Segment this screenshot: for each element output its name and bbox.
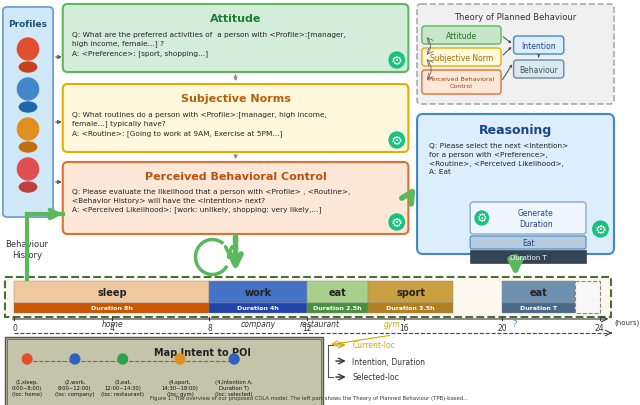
FancyBboxPatch shape	[63, 85, 408, 153]
Text: sport: sport	[396, 287, 425, 297]
Text: work: work	[244, 287, 272, 297]
Bar	[209, 281, 307, 303]
Text: Generate
Duration: Generate Duration	[518, 209, 554, 228]
Text: Duration 3.5h: Duration 3.5h	[387, 306, 435, 311]
Bar	[575, 281, 600, 313]
Text: sleep: sleep	[97, 287, 127, 297]
Text: Duration T: Duration T	[520, 306, 557, 311]
Text: (hours): (hours)	[614, 319, 639, 326]
Ellipse shape	[19, 143, 36, 153]
Text: (4,sport,
14:30~18:00)
(loc: gym): (4,sport, 14:30~18:00) (loc: gym)	[162, 379, 198, 396]
Bar	[15, 303, 209, 313]
Bar	[502, 281, 575, 303]
Circle shape	[389, 215, 404, 230]
Bar	[368, 303, 453, 313]
Circle shape	[17, 119, 38, 141]
Circle shape	[17, 79, 38, 101]
Text: home: home	[101, 319, 123, 328]
Text: Attitude: Attitude	[210, 14, 261, 24]
Text: Figure 1: The overview of our proposed COLA model. The left part shows the Theor: Figure 1: The overview of our proposed C…	[150, 395, 468, 400]
Text: Behaviour
History: Behaviour History	[6, 240, 49, 259]
Text: Attitude: Attitude	[446, 32, 477, 40]
Text: Perceived Behavioral Control: Perceived Behavioral Control	[145, 172, 326, 181]
Text: Reasoning: Reasoning	[479, 123, 552, 136]
FancyBboxPatch shape	[417, 5, 614, 105]
Text: ?: ?	[512, 319, 516, 328]
Circle shape	[593, 222, 608, 237]
Text: (4,Intention A,
Duration T)
(loc: selected): (4,Intention A, Duration T) (loc: select…	[215, 379, 253, 396]
Text: 4: 4	[109, 323, 115, 332]
Text: Subjective Norm: Subjective Norm	[430, 53, 493, 62]
Ellipse shape	[19, 183, 36, 192]
Bar	[307, 281, 368, 303]
Bar	[5, 337, 323, 405]
Circle shape	[17, 159, 38, 181]
Ellipse shape	[19, 103, 36, 113]
FancyBboxPatch shape	[470, 237, 586, 249]
Text: restaurant: restaurant	[300, 319, 339, 328]
FancyBboxPatch shape	[513, 37, 564, 55]
Text: eat: eat	[328, 287, 346, 297]
Text: Current-loc: Current-loc	[353, 341, 395, 350]
Text: Map Intent to POI: Map Intent to POI	[154, 347, 251, 357]
Text: Intention: Intention	[522, 41, 556, 50]
Circle shape	[22, 354, 32, 364]
Text: company: company	[241, 319, 276, 328]
Bar	[15, 281, 209, 303]
Circle shape	[70, 354, 80, 364]
Text: Eat: Eat	[522, 239, 534, 247]
Text: 20: 20	[497, 323, 507, 332]
Circle shape	[229, 354, 239, 364]
FancyBboxPatch shape	[3, 8, 53, 217]
Text: eat: eat	[530, 287, 547, 297]
Bar	[7, 339, 321, 405]
FancyBboxPatch shape	[470, 202, 586, 234]
Text: Perceived Behavioral
Control: Perceived Behavioral Control	[428, 77, 495, 88]
Bar	[307, 303, 368, 313]
Text: Theory of Planned Behaviour: Theory of Planned Behaviour	[454, 13, 577, 21]
Text: ⚙: ⚙	[477, 212, 487, 225]
Text: Q: Please select the next <Intention>
for a person with <Preference>,
<Routine>,: Q: Please select the next <Intention> fo…	[429, 143, 568, 175]
FancyBboxPatch shape	[63, 162, 408, 234]
Bar	[209, 303, 307, 313]
Text: 16: 16	[400, 323, 410, 332]
Text: ⚙: ⚙	[595, 223, 607, 236]
Text: Q: Please evaluate the likelihood that a person with <Profile> , <Routine>,
<Beh: Q: Please evaluate the likelihood that a…	[72, 189, 351, 213]
Text: Duration T: Duration T	[509, 254, 547, 260]
Bar	[368, 281, 453, 303]
FancyBboxPatch shape	[422, 49, 501, 67]
Text: ⚙: ⚙	[391, 134, 403, 147]
Text: Duration 2.5h: Duration 2.5h	[313, 306, 362, 311]
Circle shape	[17, 39, 38, 61]
Text: (3,eat,
12:00~14:30)
(loc: restaurant): (3,eat, 12:00~14:30) (loc: restaurant)	[101, 379, 144, 396]
Text: 24: 24	[595, 323, 604, 332]
FancyBboxPatch shape	[513, 61, 564, 79]
Circle shape	[389, 133, 404, 149]
FancyBboxPatch shape	[422, 71, 501, 95]
Text: Intention, Duration: Intention, Duration	[353, 357, 426, 366]
Text: Duration 8h: Duration 8h	[91, 306, 133, 311]
Bar	[502, 303, 575, 313]
Bar	[5, 277, 611, 317]
Text: (1,sleep,
0:00~8:00)
(loc: home): (1,sleep, 0:00~8:00) (loc: home)	[12, 379, 42, 396]
Text: 12: 12	[302, 323, 312, 332]
Text: ⚙: ⚙	[391, 216, 403, 229]
Text: Profiles: Profiles	[8, 20, 47, 29]
Circle shape	[175, 354, 185, 364]
Text: (2,work,
8:00~12:00)
(loc: company): (2,work, 8:00~12:00) (loc: company)	[55, 379, 95, 396]
FancyBboxPatch shape	[422, 27, 501, 45]
Text: 8: 8	[207, 323, 212, 332]
Circle shape	[475, 211, 488, 226]
Text: Q: What are the preferred activities of  a person with <Profile>:[manager,
high : Q: What are the preferred activities of …	[72, 31, 346, 57]
Text: ⚙: ⚙	[391, 54, 403, 67]
Circle shape	[118, 354, 127, 364]
Text: Behaviour: Behaviour	[519, 65, 558, 74]
Text: Selected-loc: Selected-loc	[353, 373, 399, 382]
FancyBboxPatch shape	[417, 115, 614, 254]
Text: gym: gym	[384, 319, 401, 328]
Circle shape	[389, 53, 404, 69]
Text: Subjective Norms: Subjective Norms	[180, 94, 291, 104]
Text: 0: 0	[12, 323, 17, 332]
Text: Q: What routines do a person with <Profile>:[manager, high income,
female...] ty: Q: What routines do a person with <Profi…	[72, 111, 327, 136]
FancyBboxPatch shape	[63, 5, 408, 73]
